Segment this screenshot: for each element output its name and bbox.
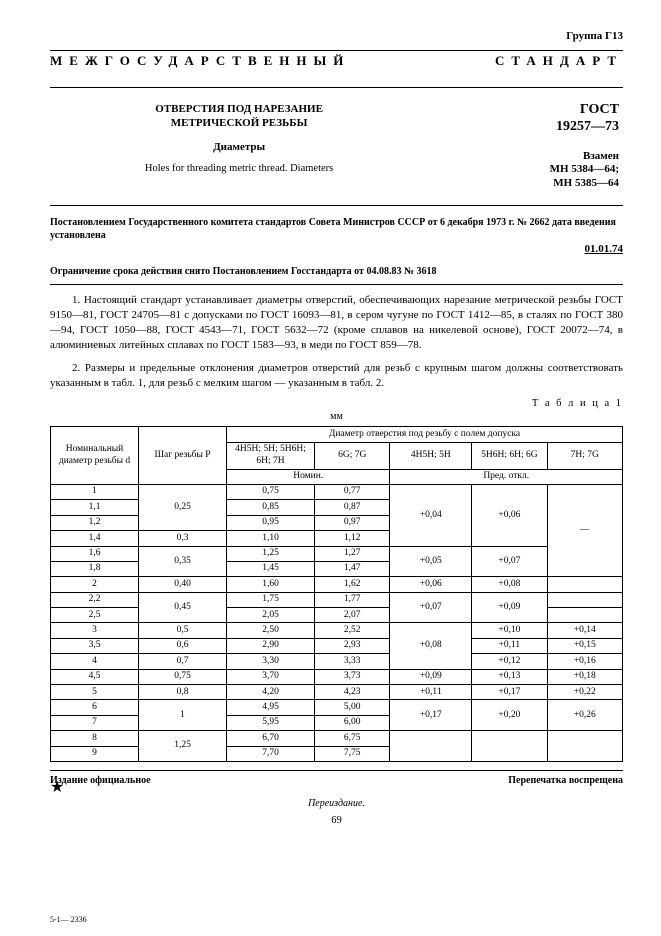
hdr-col4: 5H6H; 6H; 6G xyxy=(472,442,547,469)
hdr-pred: Пред. откл. xyxy=(390,469,623,484)
hdr-col1: 4H5H; 5H; 5H6H; 6H; 7H xyxy=(227,442,315,469)
decree-2: Ограничение срока действия снято Постано… xyxy=(50,265,623,279)
decree-date: 01.01.74 xyxy=(50,243,623,255)
replaces: Взамен МН 5384—64; МН 5385—64 xyxy=(428,150,619,191)
data-table: Номинальный диаметр резьбы d Шаг резьбы … xyxy=(50,426,623,762)
reprint: Переиздание. xyxy=(50,798,623,809)
footer-left: Издание официальное xyxy=(50,775,151,786)
table-row: 4,50,753,703,73+0,09+0,13+0,18 xyxy=(51,669,623,684)
table-row: 2,20,451,751,77+0,07+0,09 xyxy=(51,592,623,607)
unit-mm: мм xyxy=(50,411,623,422)
page-number: 69 xyxy=(50,815,623,826)
banner-right: СТАНДАРТ xyxy=(495,53,623,68)
table-row: 3,50,62,902,93+0,11+0,15 xyxy=(51,638,623,653)
decree-1: Постановлением Государственного комитета… xyxy=(50,216,623,243)
table-label: Т а б л и ц а 1 xyxy=(50,398,623,409)
footer-right: Перепечатка воспрещена xyxy=(508,775,623,792)
hdr-nomin: Номин. xyxy=(227,469,390,484)
group-label: Группа Г13 xyxy=(50,30,623,42)
banner-left: МЕЖГОСУДАРСТВЕННЫЙ xyxy=(50,53,350,68)
gost-number: ГОСТ 19257—73 xyxy=(428,102,619,136)
banner: МЕЖГОСУДАРСТВЕННЫЙ СТАНДАРТ xyxy=(50,50,623,88)
hdr-col5: 7H; 7G xyxy=(547,442,622,469)
hdr-nominal: Номинальный диаметр резьбы d xyxy=(51,427,139,485)
table-row: 30,52,502,52+0,08+0,10+0,14 xyxy=(51,623,623,638)
table-row: 50,84,204,23+0,11+0,17+0,22 xyxy=(51,685,623,700)
table-row: 10,250,750,77+0,04+0,06— xyxy=(51,484,623,499)
title-en: Holes for threading metric thread. Diame… xyxy=(50,163,428,174)
signature: 5-1— 2336 xyxy=(50,915,87,924)
table-row: 40,73,303,33+0,12+0,16 xyxy=(51,654,623,669)
table-row: 614,955,00+0,17+0,20+0,26 xyxy=(51,700,623,715)
table-row: 1,60,351,251,27+0,05+0,07 xyxy=(51,546,623,561)
table-row: 20,401,601,62+0,06+0,08 xyxy=(51,577,623,592)
hdr-col3: 4H5H; 5H xyxy=(390,442,472,469)
paragraph-2: 2. Размеры и предельные отклонения диаме… xyxy=(50,361,623,391)
paragraph-1: 1. Настоящий стандарт устанавливает диам… xyxy=(50,293,623,352)
title-sub: Диаметры xyxy=(50,141,428,153)
hdr-diam-group: Диаметр отверстия под резьбу с полем доп… xyxy=(227,427,623,442)
hdr-pitch: Шаг резьбы P xyxy=(139,427,227,485)
title-ru: ОТВЕРСТИЯ ПОД НАРЕЗАНИЕ МЕТРИЧЕСКОЙ РЕЗЬ… xyxy=(50,102,428,131)
hdr-col2: 6G; 7G xyxy=(315,442,390,469)
table-row: 81,256,706,75 xyxy=(51,731,623,746)
